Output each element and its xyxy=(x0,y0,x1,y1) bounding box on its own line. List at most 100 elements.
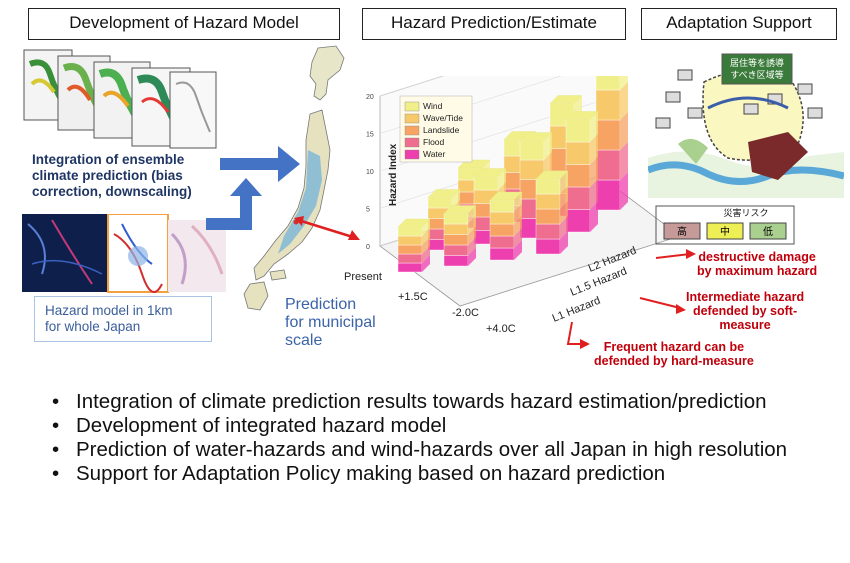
annotation-arrows xyxy=(566,249,696,349)
chart-legend-swatch xyxy=(404,113,420,124)
red-arrow-icon xyxy=(294,216,360,240)
xlabel-present: Present xyxy=(344,271,382,283)
ensemble-maps-image xyxy=(23,49,217,149)
chart-bar-top xyxy=(397,218,431,228)
chart-bar-segment xyxy=(473,176,499,191)
chart-bar-top xyxy=(427,189,461,198)
chart-bar-side xyxy=(620,142,628,180)
chart-legend-label: Flood xyxy=(423,137,445,147)
chart-bar-side xyxy=(514,216,522,236)
chart-bar-segment xyxy=(397,226,423,237)
bullet-item-3: Prediction of water-hazards and wind-haz… xyxy=(48,438,838,462)
chart-gridline xyxy=(379,76,444,97)
arrow-right-icon xyxy=(220,146,300,182)
chart-ytick-label: 5 xyxy=(366,207,370,214)
chart-bar-segment xyxy=(535,208,561,225)
intermediate-line2: defended by soft- xyxy=(692,304,798,318)
chart-bar-side xyxy=(422,255,430,272)
chart-bar-side xyxy=(422,246,430,263)
chart-bar-segment xyxy=(519,140,545,161)
chart-bar-top xyxy=(549,95,583,104)
chart-bar-segment xyxy=(535,178,561,195)
bullet-item-2: Development of integrated hazard model xyxy=(48,414,838,438)
intermediate-line3: measure xyxy=(719,318,771,332)
chart-bar-segment xyxy=(595,89,621,121)
chart-bar-side xyxy=(468,226,476,245)
xlabel-minus2: -2.0C xyxy=(452,307,479,319)
japan-map-image xyxy=(243,45,345,311)
xlabel-plus4: +4.0C xyxy=(486,323,516,335)
chart-bar-side xyxy=(560,231,568,254)
chart-bar-segment xyxy=(535,238,561,255)
arrow-up-icon xyxy=(206,178,262,230)
chart-legend: Wind Wave/Tide Landslide Flood Water xyxy=(399,95,473,163)
chart-bar-side xyxy=(514,228,522,248)
chart-bar-side xyxy=(590,201,598,232)
chart-bar-side xyxy=(422,237,430,254)
hazard-model-box: Hazard model in 1km for whole Japan xyxy=(34,296,212,342)
xlabel-plus1-5: +1.5C xyxy=(398,291,428,303)
chart-bar-top xyxy=(443,205,477,214)
chart-legend-swatch xyxy=(404,137,420,148)
title-adaptation-support: Adaptation Support xyxy=(641,8,837,40)
frequent-line2: defended by hard-measure xyxy=(594,354,754,368)
chart-bar-side xyxy=(514,192,522,212)
chart-bar-side xyxy=(560,186,568,209)
chart-bar-segment xyxy=(565,141,591,165)
chart-bar-segment xyxy=(595,179,621,211)
hazard-index-chart: 20 15 10 5 0 Hazard Index Wind Wave/Tide Lands… xyxy=(344,76,680,335)
chart-bar-segment xyxy=(397,253,423,264)
prediction-line3: scale xyxy=(285,332,323,349)
chart-bar-side xyxy=(590,111,598,142)
hazard-model-line2: for whole Japan xyxy=(45,319,141,334)
chart-bar-side xyxy=(544,132,552,160)
chart-bar-side xyxy=(422,219,430,236)
chart-ylabel: Hazard Index xyxy=(388,143,399,206)
chart-bar-segment xyxy=(565,186,591,210)
intermediate-line1: Intermediate hazard xyxy=(686,290,805,304)
chart-legend-label: Landslide xyxy=(423,125,460,135)
chart-bar-side xyxy=(620,172,628,210)
chart-bars xyxy=(397,76,628,273)
chart-bar-top xyxy=(565,111,599,120)
chart-bar-side xyxy=(514,204,522,224)
chart-bar-side xyxy=(468,237,476,256)
chart-legend-label: Wind xyxy=(423,101,443,111)
chart-bar-side xyxy=(620,112,628,150)
chart-bar-side xyxy=(590,179,598,210)
chart-bar-segment xyxy=(595,76,621,91)
title-hazard-prediction: Hazard Prediction/Estimate xyxy=(362,8,626,40)
chart-legend-swatch xyxy=(404,149,420,160)
chart-bar-segment xyxy=(489,247,515,261)
chart-bar-segment xyxy=(443,213,469,225)
title-hazard-model: Development of Hazard Model xyxy=(28,8,340,40)
risk-high: 高 xyxy=(677,225,687,238)
chart-bar-top xyxy=(535,170,569,180)
chart-ytick-label: 10 xyxy=(366,169,374,176)
bullet-item-1: Integration of climate prediction result… xyxy=(48,390,838,414)
ensemble-text-line3: correction, downscaling) xyxy=(32,184,192,199)
chart-bar-side xyxy=(468,216,476,235)
callout-line2: すべき区域等 xyxy=(730,69,783,80)
chart-bar-side xyxy=(590,134,598,165)
chart-bar-side xyxy=(498,168,506,190)
bullet-item-4: Support for Adaptation Policy making bas… xyxy=(48,462,838,486)
chart-bar-side xyxy=(560,216,568,239)
chart-bar-side xyxy=(422,228,430,245)
destructive-line2: by maximum hazard xyxy=(697,264,818,278)
chart-bar-side xyxy=(560,201,568,224)
chart-bar-segment xyxy=(565,164,591,188)
chart-bar-side xyxy=(560,171,568,194)
prediction-line2: for municipal xyxy=(285,314,376,331)
chart-ytick-label: 0 xyxy=(366,244,370,251)
chart-bar-segment xyxy=(595,119,621,151)
chart-bar-top xyxy=(519,132,553,141)
chart-legend-label: Water xyxy=(423,149,446,159)
chart-bar-segment xyxy=(535,223,561,240)
chart-legend-swatch xyxy=(404,101,420,112)
chart-bar-segment xyxy=(565,209,591,233)
chart-bar-segment xyxy=(535,193,561,210)
chart-bar-side xyxy=(514,240,522,260)
chart-ytick-label: 15 xyxy=(366,132,374,139)
flow-arrows xyxy=(206,146,300,230)
